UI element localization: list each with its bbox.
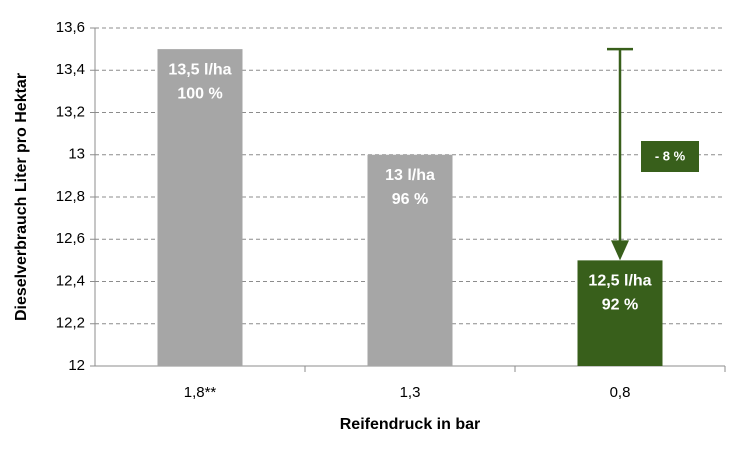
percent-label: 100 % xyxy=(177,85,222,102)
y-tick-label: 12,2 xyxy=(56,315,85,332)
y-tick-label: 13,4 xyxy=(56,61,85,78)
percent-label: 96 % xyxy=(392,191,428,208)
annotation-box xyxy=(641,141,699,172)
y-tick-label: 13,2 xyxy=(56,103,85,120)
y-tick-label: 12 xyxy=(68,357,85,374)
value-label: 13 l/ha xyxy=(385,167,435,184)
value-label: 13,5 l/ha xyxy=(168,61,231,78)
y-tick-label: 13 xyxy=(68,146,85,163)
y-tick-label: 13,6 xyxy=(56,19,85,36)
y-tick-label: 12,8 xyxy=(56,188,85,205)
value-label: 12,5 l/ha xyxy=(588,273,651,290)
y-tick-label: 12,6 xyxy=(56,230,85,247)
y-tick-label: 12,4 xyxy=(56,272,85,289)
bar xyxy=(157,49,243,366)
bar xyxy=(367,154,453,366)
annotation: - 8 % xyxy=(655,148,686,163)
bar xyxy=(577,260,663,366)
x-tick-label: 1,3 xyxy=(400,384,421,401)
x-axis-title: Reifendruck in bar xyxy=(340,416,480,433)
y-axis-title: Dieselverbrauch Liter pro Hektar xyxy=(13,73,30,321)
percent-label: 92 % xyxy=(602,297,638,314)
x-tick-label: 1,8** xyxy=(184,384,217,401)
x-tick-label: 0,8 xyxy=(610,384,631,401)
arrow-head xyxy=(611,240,629,261)
